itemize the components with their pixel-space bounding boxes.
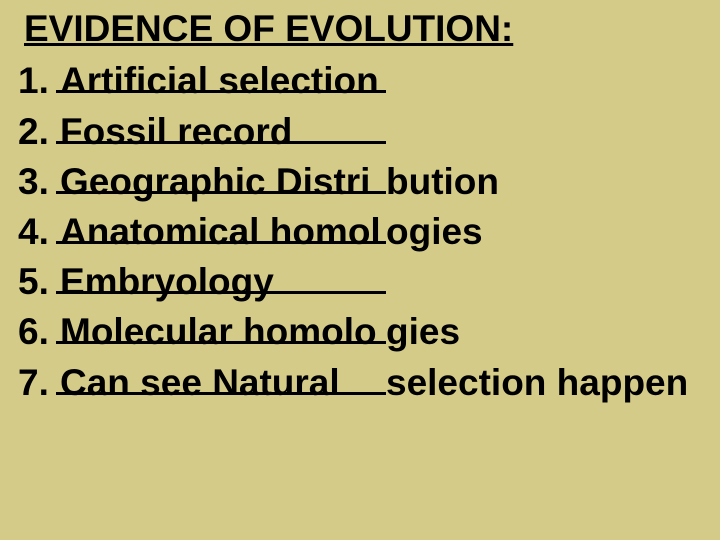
answer-text: Anatomical homol [60,208,381,255]
page-title: EVIDENCE OF EVOLUTION: [18,8,702,51]
fill-blank: Fossil record [56,105,386,155]
item-number: 2. [18,108,56,155]
evidence-list: 1. Artificial selection 2. Fossil record… [18,55,702,406]
fill-blank: Can see Natural [56,356,386,406]
overflow-text: selection happen [386,359,688,406]
answer-text: Molecular homolo [60,308,377,355]
item-number: 7. [18,359,56,406]
item-number: 6. [18,308,56,355]
list-item: 5. Embryology [18,255,702,305]
answer-text: Can see Natural [60,359,340,406]
overflow-text: bution [386,158,499,205]
fill-blank: Artificial selection [56,55,386,105]
answer-text: Fossil record [60,108,292,155]
answer-text: Geographic Distri [60,158,370,205]
list-item: 2. Fossil record [18,105,702,155]
list-item: 7. Can see Natural selection happen [18,356,702,406]
answer-text: Artificial selection [60,57,379,104]
fill-blank: Anatomical homol [56,205,386,255]
fill-blank: Embryology [56,255,386,305]
item-number: 4. [18,208,56,255]
list-item: 1. Artificial selection [18,55,702,105]
item-number: 1. [18,57,56,104]
list-item: 6. Molecular homolo gies [18,306,702,356]
item-number: 5. [18,258,56,305]
list-item: 4. Anatomical homol ogies [18,205,702,255]
answer-text: Embryology [60,258,274,305]
fill-blank: Geographic Distri [56,155,386,205]
item-number: 3. [18,158,56,205]
overflow-text: ogies [386,208,483,255]
overflow-text: gies [386,308,460,355]
fill-blank: Molecular homolo [56,306,386,356]
list-item: 3. Geographic Distri bution [18,155,702,205]
